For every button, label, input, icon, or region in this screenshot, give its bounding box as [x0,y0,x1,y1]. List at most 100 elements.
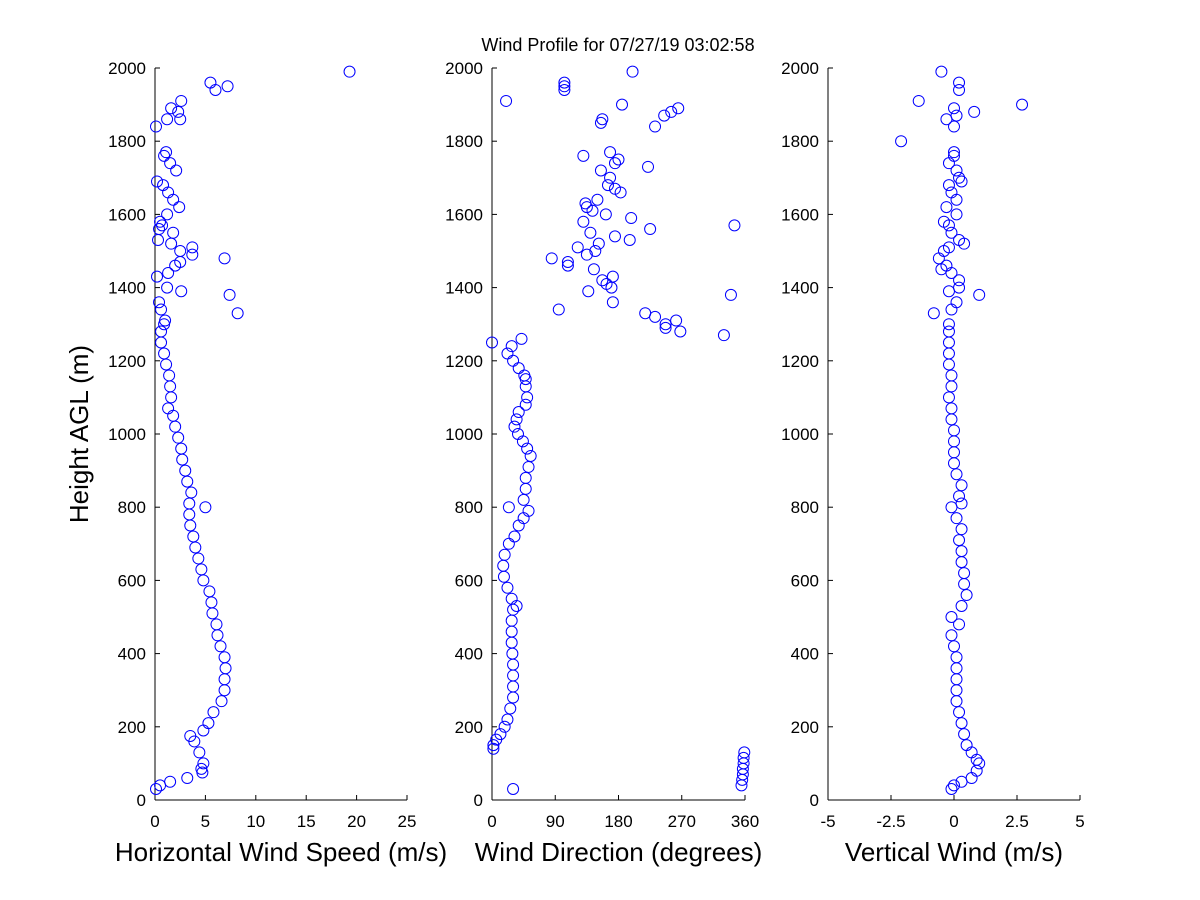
data-point [945,501,958,514]
data-point [948,446,960,459]
data-point [577,149,590,162]
data-point [960,589,973,602]
y-tick-label: 1600 [445,205,483,224]
data-point [494,728,507,741]
data-point [950,109,963,122]
x-tick-label: 5 [201,812,210,831]
data-point [728,219,741,232]
data-point [582,285,595,298]
data-point [507,783,520,796]
data-point [151,175,164,188]
data-point [161,208,174,221]
data-point [942,325,955,338]
data-point [512,406,525,419]
data-point [521,442,534,455]
data-point [181,772,194,785]
data-point [506,647,519,660]
data-point [639,307,652,320]
data-point [958,728,971,741]
data-point [945,413,958,426]
data-point [601,179,614,192]
data-point [942,241,955,254]
data-point [940,259,953,272]
data-point [152,234,165,247]
data-point [948,146,960,159]
data-point [517,512,530,525]
data-point [162,186,175,199]
data-point [942,157,955,170]
data-point [522,504,535,517]
data-point [202,717,215,730]
data-point [160,146,173,159]
y-tick-label: 800 [118,498,146,517]
x-tick-label: 10 [246,812,265,831]
x-tick-label: 0 [949,812,958,831]
data-point [960,739,973,752]
data-point [558,76,571,89]
data-point [945,783,958,796]
data-point [164,380,177,393]
data-point [600,277,613,290]
x-tick-label: 5 [1075,812,1084,831]
data-point [155,303,168,316]
data-point [942,336,955,349]
data-point [501,581,514,594]
y-tick-label: 400 [455,645,483,664]
x-tick-label: 90 [546,812,565,831]
y-tick-label: 2000 [445,59,483,78]
data-point [169,420,182,433]
data-point [185,486,198,499]
data-point [738,746,751,759]
data-point [505,636,518,649]
data-point [940,113,953,126]
data-point [552,303,565,316]
data-point [604,171,617,184]
data-point [955,600,968,613]
x-tick-label: 270 [668,812,696,831]
data-point [665,105,678,118]
data-point [181,475,194,488]
data-point [965,746,978,759]
data-point [942,358,955,371]
data-point [153,296,166,309]
data-point [505,592,518,605]
y-tick-label: 1000 [445,425,483,444]
y-tick-label: 1200 [445,352,483,371]
data-point [955,523,968,536]
data-point [521,391,534,404]
data-point [184,519,197,532]
data-point [561,255,574,268]
data-point [205,596,218,609]
data-point [672,102,685,115]
data-point [176,453,189,466]
data-point [218,673,231,686]
data-point [197,574,210,587]
y-tick-label: 1200 [108,352,146,371]
data-point [203,585,216,598]
data-point [486,336,498,349]
data-point [950,193,963,206]
data-point [950,208,963,221]
data-point [608,230,621,243]
x-tick-label: 0 [150,812,159,831]
data-point [950,651,963,664]
data-point [942,318,955,331]
data-point [167,409,180,422]
data-point [522,460,535,473]
data-point [183,497,196,510]
data-point [612,153,625,166]
data-point [945,303,958,316]
data-point [545,252,558,265]
data-point [955,717,968,730]
data-point [502,501,515,514]
data-point [942,347,955,360]
y-tick-label: 200 [455,718,483,737]
data-point [210,618,223,631]
data-point [231,307,244,320]
data-point [218,252,231,265]
data-point [942,285,955,298]
data-point [561,259,574,272]
data-point [184,729,197,742]
data-point [159,314,172,327]
data-point [197,724,210,737]
